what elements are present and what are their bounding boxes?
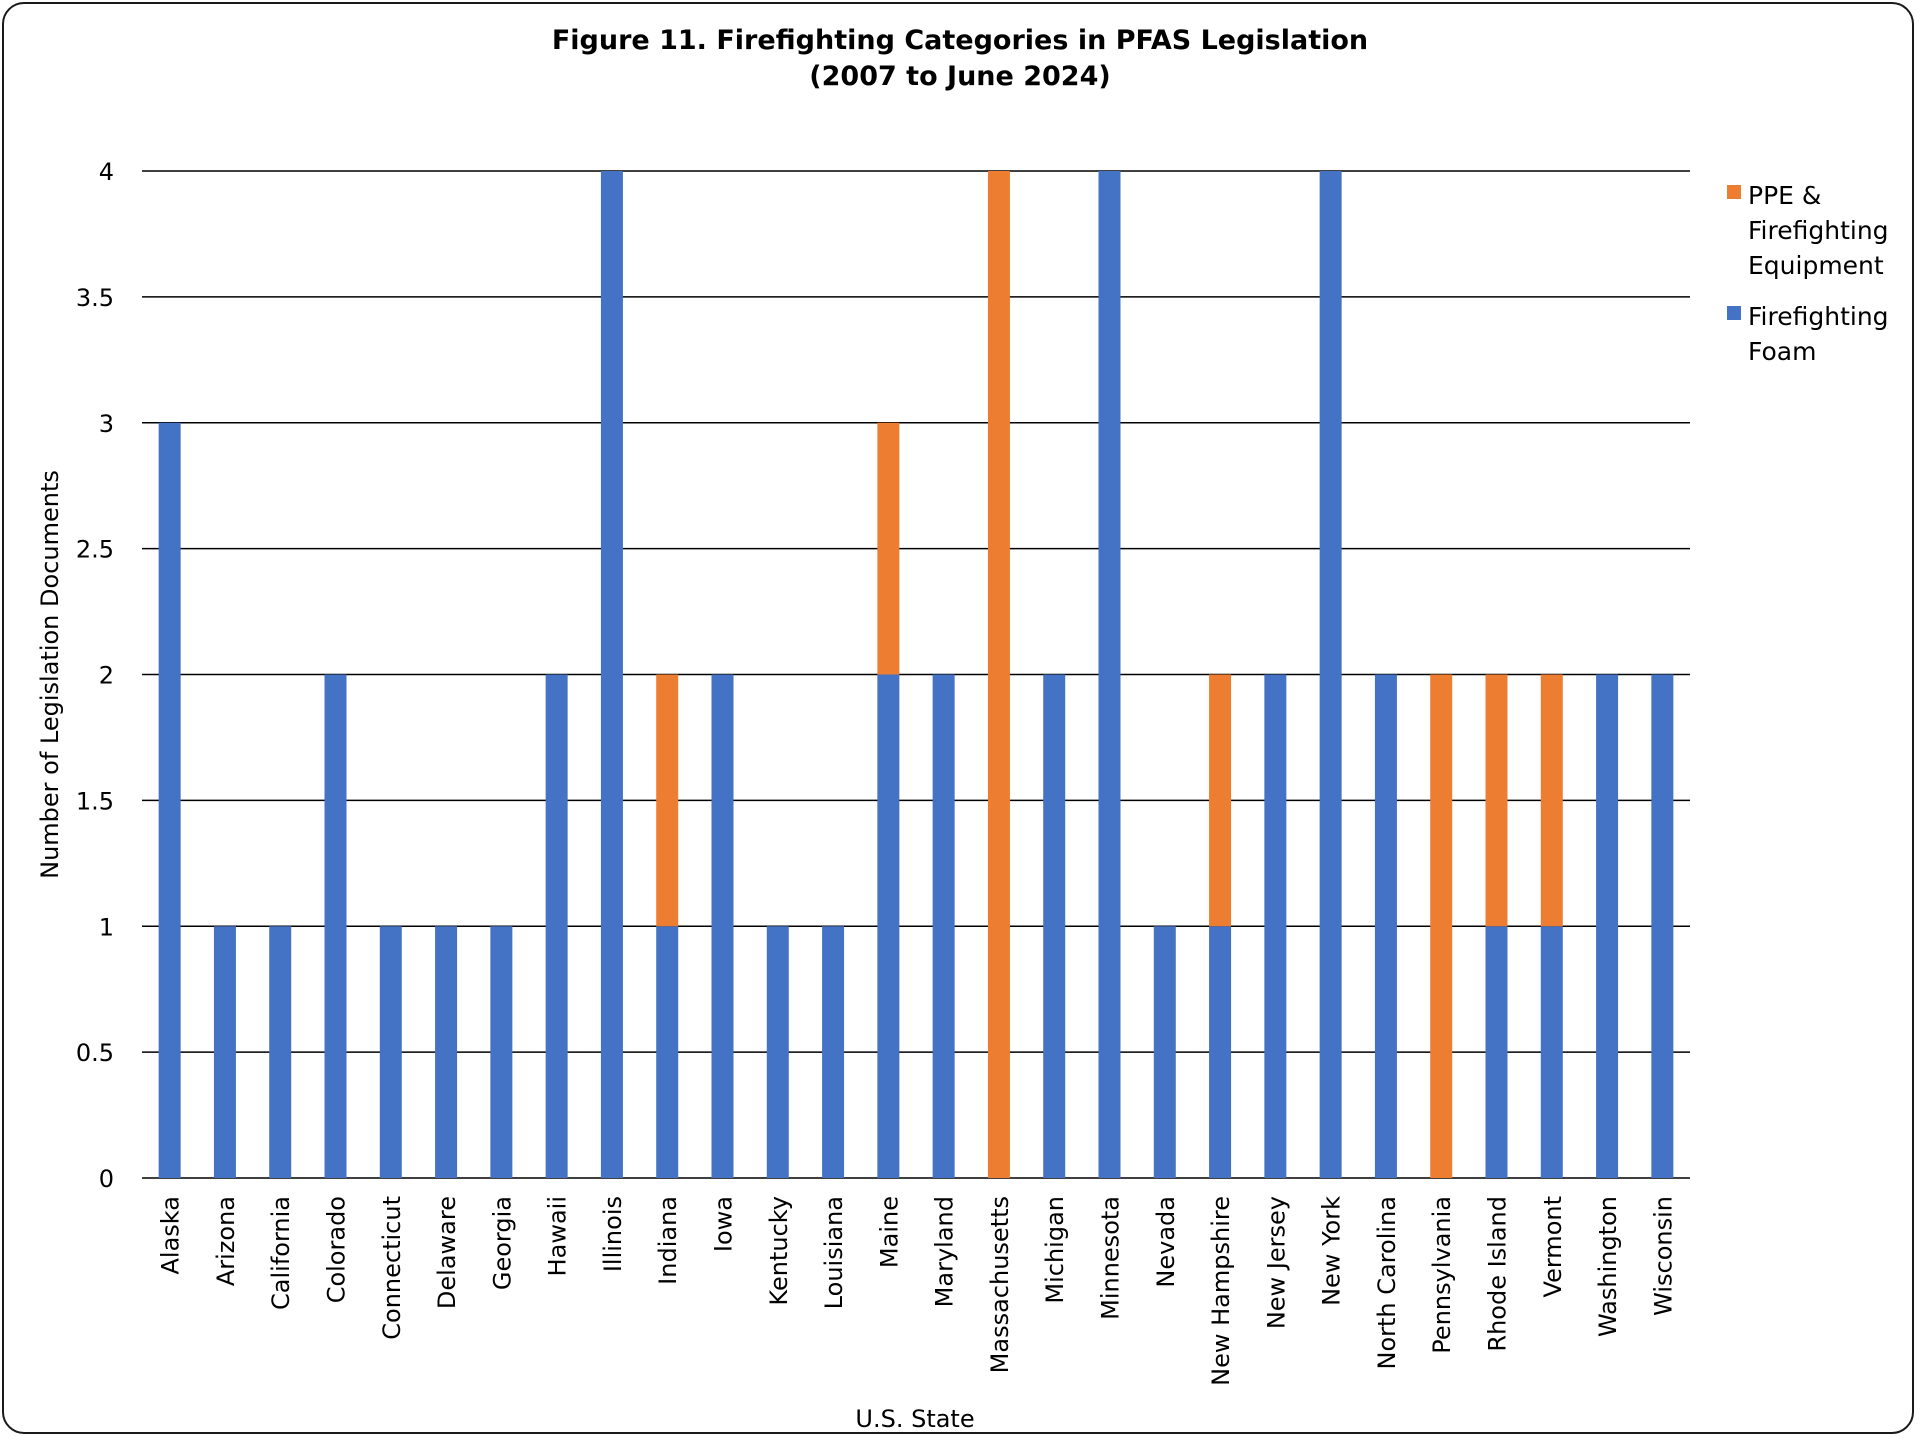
y-tick-label: 1.5	[76, 787, 114, 815]
x-tick-label: Vermont	[1539, 1196, 1567, 1297]
bar-segment	[1319, 171, 1342, 1178]
bar-segment	[1264, 674, 1287, 1178]
x-tick-label: Wisconsin	[1649, 1196, 1677, 1316]
bar-segment	[656, 674, 679, 927]
legend-label: Firefighting	[1748, 216, 1889, 245]
bar-segment	[822, 926, 845, 1178]
y-tick-label: 0.5	[76, 1039, 114, 1067]
x-tick-label: Minnesota	[1097, 1196, 1125, 1320]
x-tick-label: Rhode Island	[1484, 1196, 1512, 1352]
gridlines	[142, 170, 1690, 1179]
bar-segment	[213, 926, 236, 1178]
bar-segment	[766, 926, 789, 1178]
bar-segment	[1043, 674, 1066, 1178]
legend-label: Firefighting	[1748, 302, 1889, 331]
y-tick-label: 0	[99, 1165, 114, 1193]
bar-segment	[1540, 926, 1563, 1178]
bar-segment	[1485, 926, 1508, 1178]
bar-segment	[600, 171, 623, 1178]
bar-segment	[987, 171, 1010, 1178]
x-tick-label: North Carolina	[1373, 1196, 1401, 1370]
legend-label: Equipment	[1748, 251, 1884, 280]
y-tick-label: 2	[99, 662, 114, 690]
y-axis-ticks: 0 0.5 1 1.5 2 2.5 3 3.5 4	[76, 158, 114, 1193]
bar-segment	[435, 926, 458, 1178]
x-axis-ticks: Alaska Arizona California Colorado Connectic…	[157, 1196, 1678, 1386]
x-tick-label: Nevada	[1152, 1196, 1180, 1288]
x-tick-label: New York	[1318, 1196, 1346, 1306]
x-tick-label: Washington	[1594, 1196, 1622, 1337]
x-tick-label: Louisiana	[820, 1196, 848, 1309]
bar-segment	[269, 926, 292, 1178]
bar-segment	[1153, 926, 1176, 1178]
bars	[158, 171, 1674, 1178]
x-tick-label: California	[267, 1196, 295, 1310]
y-tick-label: 4	[99, 158, 114, 186]
x-tick-label: Massachusetts	[986, 1196, 1014, 1373]
bar-segment	[1540, 674, 1563, 927]
bar-segment	[1098, 171, 1121, 1178]
x-tick-label: Colorado	[323, 1196, 351, 1303]
bar-segment	[877, 422, 900, 675]
y-tick-label: 3.5	[76, 284, 114, 312]
bar-segment	[1596, 674, 1619, 1178]
chart-title: Figure 11. Firefighting Categories in PF…	[552, 25, 1368, 56]
legend-label: Foam	[1748, 337, 1816, 366]
y-tick-label: 2.5	[76, 536, 114, 564]
x-tick-label: Indiana	[654, 1196, 682, 1285]
x-tick-label: Delaware	[433, 1196, 461, 1309]
bar-segment	[1430, 674, 1453, 1178]
bar-segment	[877, 674, 900, 1178]
y-tick-label: 3	[99, 410, 114, 438]
x-tick-label: Arizona	[212, 1196, 240, 1286]
y-tick-label: 1	[99, 913, 114, 941]
y-axis-label: Number of Legislation Documents	[36, 470, 64, 879]
x-tick-label: Alaska	[157, 1196, 185, 1274]
x-tick-label: Maryland	[931, 1196, 959, 1307]
x-tick-label: Pennsylvania	[1428, 1196, 1456, 1354]
bar-segment	[1209, 926, 1232, 1178]
bar-segment	[932, 674, 955, 1178]
bar-segment	[656, 926, 679, 1178]
legend-swatch	[1727, 306, 1741, 320]
legend-swatch	[1727, 185, 1741, 199]
x-tick-label: Hawaii	[544, 1196, 572, 1276]
bar-segment	[1485, 674, 1508, 927]
x-tick-label: Illinois	[599, 1196, 627, 1272]
x-tick-label: Maine	[875, 1196, 903, 1268]
chart-subtitle: (2007 to June 2024)	[809, 61, 1110, 92]
bar-segment	[1651, 674, 1674, 1178]
x-axis-label: U.S. State	[855, 1405, 974, 1433]
bar-segment	[158, 422, 181, 1178]
bar-segment	[490, 926, 513, 1178]
bar-segment	[1209, 674, 1232, 927]
bar-segment	[711, 674, 734, 1178]
bar-segment	[379, 926, 402, 1178]
x-tick-label: Connecticut	[378, 1196, 406, 1340]
bar-segment	[324, 674, 347, 1178]
x-tick-label: Georgia	[488, 1196, 516, 1290]
x-tick-label: Michigan	[1041, 1196, 1069, 1304]
legend-label: PPE &	[1748, 181, 1821, 210]
legend: PPE & Firefighting Equipment Firefighting Fo…	[1727, 181, 1889, 366]
x-tick-label: New Jersey	[1262, 1196, 1290, 1329]
x-tick-label: Kentucky	[765, 1196, 793, 1306]
x-tick-label: New Hampshire	[1207, 1196, 1235, 1386]
bar-segment	[1374, 674, 1397, 1178]
bar-segment	[545, 674, 568, 1178]
x-tick-label: Iowa	[710, 1196, 738, 1252]
